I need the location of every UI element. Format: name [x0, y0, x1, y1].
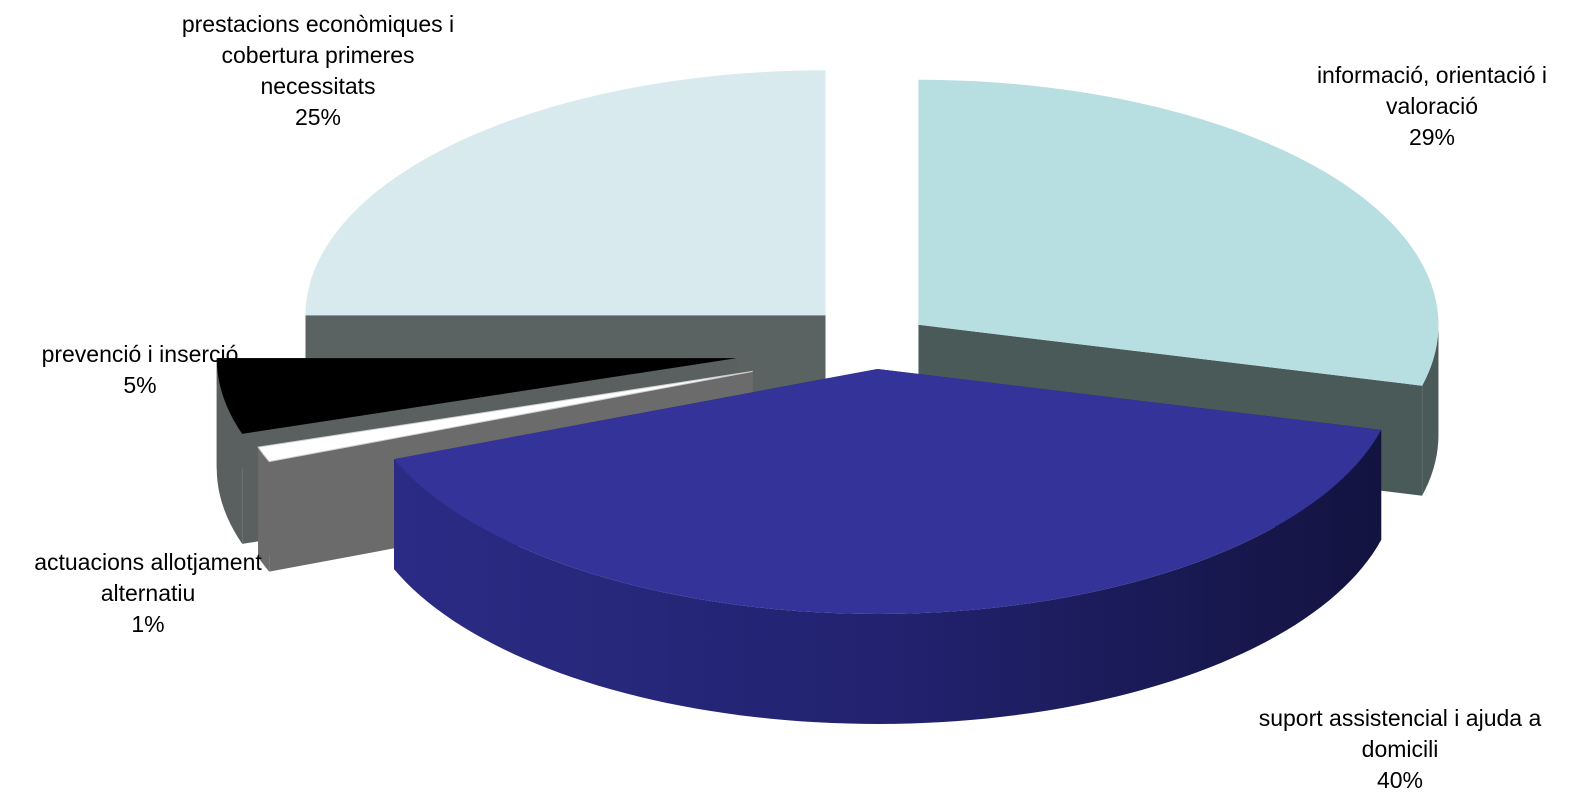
slice-2-label-line: suport assistencial i ajuda a — [1259, 705, 1542, 731]
slice-2-percent: 40% — [1377, 767, 1423, 793]
slice-2-label-line: domicili — [1362, 736, 1439, 762]
labels-layer: informació, orientació i valoració 29% supo… — [34, 11, 1547, 793]
slice-3-outer-side — [258, 447, 270, 572]
slice-1-outer-side — [1422, 324, 1439, 496]
slice-3-percent: 1% — [131, 611, 164, 637]
slice-4-top — [216, 358, 737, 434]
slice-4-percent: 5% — [123, 372, 156, 398]
slice-2-data-label: suport assistencial i ajuda a domicili 40% — [1259, 705, 1542, 793]
slice-1-percent: 29% — [1409, 124, 1455, 150]
slice-4-label-line: prevenció i inserció — [42, 341, 239, 367]
slice-4-outer-side — [216, 358, 243, 544]
slice-5-label-line: cobertura primeres — [221, 42, 414, 68]
slice-2-top — [394, 368, 1382, 614]
slice-3-data-label: actuacions allotjament alternatiu 1% — [34, 549, 262, 637]
slice-5-label-line: necessitats — [260, 73, 375, 99]
slice-1-top — [918, 79, 1439, 386]
slices-layer — [216, 70, 1439, 724]
slice-3-top — [257, 370, 753, 463]
slice-2-outer-side — [394, 429, 1382, 724]
slice-5-top — [305, 70, 826, 316]
slice-5-data-label: prestacions econòmiques i cobertura prime… — [182, 11, 454, 130]
slice-5-percent: 25% — [295, 104, 341, 130]
slice-3-label-line: alternatiu — [101, 580, 196, 606]
slice-3-label-line: actuacions allotjament — [34, 549, 262, 575]
slice-4-data-label: prevenció i inserció 5% — [42, 341, 239, 398]
slice-5-label-line: prestacions econòmiques i — [182, 11, 454, 37]
slice-1-data-label: informació, orientació i valoració 29% — [1317, 62, 1547, 150]
slice-1-label-line: informació, orientació i — [1317, 62, 1547, 88]
slice-1-label-line: valoració — [1386, 93, 1478, 119]
slice-2-group — [394, 368, 1382, 724]
